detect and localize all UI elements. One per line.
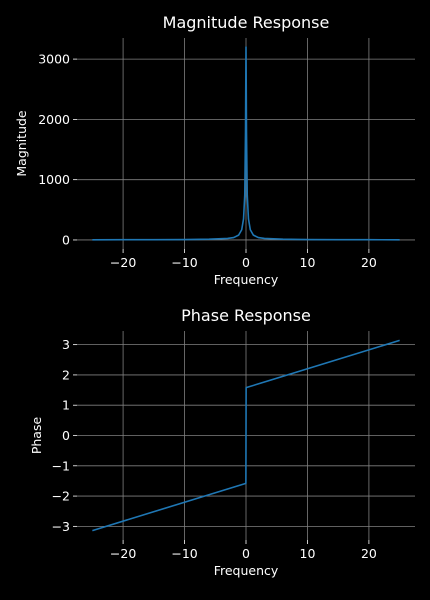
magnitude-x-tick-label: −20 [110, 255, 136, 270]
magnitude-x-tick-label: 20 [361, 255, 377, 270]
magnitude-series-line [92, 46, 400, 241]
phase-y-tick-label: 2 [62, 367, 70, 382]
phase-x-tick-label: −20 [110, 546, 136, 561]
magnitude-y-axis-label: Magnitude [14, 110, 29, 177]
phase-y-tick-label: 0 [62, 428, 70, 443]
magnitude-y-tick-label: 1000 [38, 172, 70, 187]
phase-y-tick-label: 3 [62, 337, 70, 352]
phase-x-tick-label: 0 [242, 546, 250, 561]
phase-chart-title: Phase Response [181, 306, 311, 325]
magnitude-chart-title: Magnitude Response [163, 13, 330, 32]
magnitude-y-tick-label: 2000 [38, 112, 70, 127]
phase-y-tick-label: 1 [62, 398, 70, 413]
phase-y-tick-label: −2 [52, 489, 70, 504]
phase-x-axis-label: Frequency [214, 563, 279, 578]
magnitude-response-chart: −20 −10 0 10 20 0 1000 2000 3000 Magnitude Respon… [14, 13, 415, 287]
magnitude-x-axis-label: Frequency [214, 272, 279, 287]
phase-y-tick-label: −3 [52, 519, 70, 534]
phase-y-tick-label: −1 [52, 458, 70, 473]
phase-series-line [92, 339, 400, 532]
magnitude-x-tick-label: 0 [242, 255, 250, 270]
magnitude-x-tick-label: 10 [300, 255, 316, 270]
magnitude-x-tick-label: −10 [171, 255, 197, 270]
phase-x-tick-label: 20 [361, 546, 377, 561]
magnitude-y-tick-label: 3000 [38, 52, 70, 67]
phase-y-axis-label: Phase [29, 417, 44, 455]
phase-x-tick-label: 10 [300, 546, 316, 561]
phase-x-tick-label: −10 [171, 546, 197, 561]
magnitude-y-tick-label: 0 [62, 232, 70, 247]
